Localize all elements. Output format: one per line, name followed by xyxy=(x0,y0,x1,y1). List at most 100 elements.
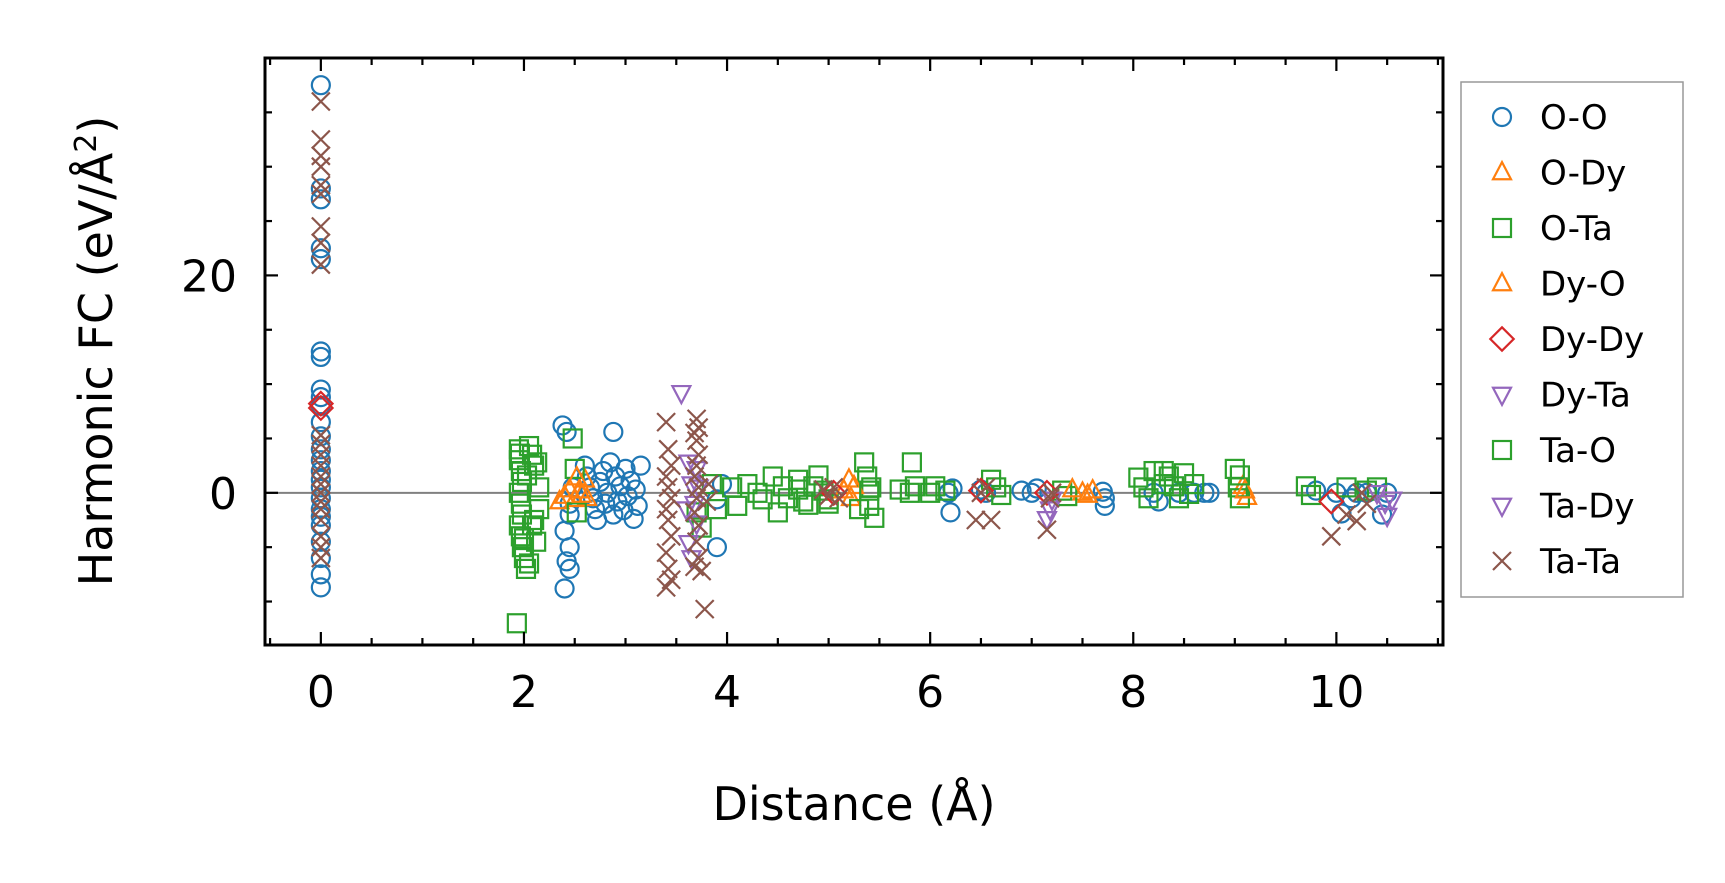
plot-frame xyxy=(263,56,1445,647)
data-point xyxy=(1346,482,1367,503)
legend-label: Ta-Dy xyxy=(1539,487,1635,527)
data-point xyxy=(1133,477,1154,498)
legend-item-Dy-O: Dy-O xyxy=(1491,265,1626,305)
data-point xyxy=(548,488,571,510)
legend: O-O O-Dy O-Ta Dy-O Dy-Dy Dy-Ta Ta-O Ta-Dy Ta-Ta xyxy=(1460,81,1684,598)
data-point xyxy=(823,477,844,498)
legend-item-Ta-O: Ta-O xyxy=(1491,431,1616,471)
legend-marker xyxy=(1491,386,1513,408)
x-tick-label: 8 xyxy=(1119,667,1147,718)
data-point xyxy=(658,559,678,579)
data-point xyxy=(1173,463,1195,484)
legend-marker xyxy=(1492,551,1512,571)
legend-marker xyxy=(1491,106,1513,128)
data-point xyxy=(311,474,331,494)
data-point xyxy=(1143,460,1164,482)
data-point xyxy=(307,390,335,417)
data-point xyxy=(571,482,593,503)
data-point xyxy=(1300,484,1322,506)
data-point xyxy=(311,184,331,204)
data-point xyxy=(515,558,537,580)
data-point xyxy=(310,477,331,498)
data-point xyxy=(310,178,331,199)
data-point xyxy=(684,466,705,487)
data-point xyxy=(1037,519,1057,540)
data-point xyxy=(508,515,529,536)
data-point xyxy=(854,452,875,473)
data-point xyxy=(828,488,849,509)
series-O-Ta xyxy=(506,428,1388,634)
data-point xyxy=(553,483,576,504)
data-point xyxy=(920,482,941,503)
data-point xyxy=(1163,476,1184,497)
y-axis-title-sup: 2 xyxy=(69,134,104,153)
data-point xyxy=(623,508,644,530)
data-point xyxy=(688,515,709,536)
data-point xyxy=(1366,484,1388,506)
data-point xyxy=(559,537,580,558)
x-tick-label: 0 xyxy=(307,667,335,718)
data-point xyxy=(311,91,331,112)
data-point xyxy=(656,412,676,432)
data-point xyxy=(967,477,995,504)
legend-item-Dy-Dy: Dy-Dy xyxy=(1488,320,1644,360)
data-point xyxy=(747,482,768,503)
data-point xyxy=(685,515,708,536)
data-point xyxy=(793,491,814,512)
data-point xyxy=(311,483,331,503)
x-tick-label: 2 xyxy=(510,667,538,718)
legend-label: O-Ta xyxy=(1540,209,1613,249)
y-tick-label: 0 xyxy=(209,469,237,520)
data-point xyxy=(940,502,961,523)
data-point xyxy=(554,578,575,599)
data-point xyxy=(706,499,728,520)
data-point xyxy=(656,577,676,598)
data-point xyxy=(311,425,331,445)
data-point xyxy=(562,428,583,449)
data-point xyxy=(788,469,809,490)
data-point xyxy=(1305,480,1327,501)
data-point xyxy=(310,238,331,259)
data-point xyxy=(901,452,922,473)
data-point xyxy=(899,482,920,503)
data-point xyxy=(1061,476,1084,498)
legend-item-O-Ta: O-Ta xyxy=(1491,209,1613,249)
data-point xyxy=(310,450,331,471)
data-point xyxy=(1321,526,1342,547)
data-point xyxy=(566,502,587,523)
series-Ta-O xyxy=(509,443,1250,549)
data-point xyxy=(1184,474,1205,495)
data-point xyxy=(1153,474,1174,495)
data-point xyxy=(1011,480,1032,501)
data-point xyxy=(556,421,577,443)
data-point xyxy=(524,509,545,531)
data-point xyxy=(684,423,705,443)
data-point xyxy=(694,599,715,619)
data-point xyxy=(603,504,624,525)
data-point xyxy=(310,577,331,598)
data-point xyxy=(904,476,926,497)
data-point xyxy=(559,558,580,580)
data-point xyxy=(529,499,550,520)
x-tick-label: 10 xyxy=(1308,667,1364,718)
legend-marker xyxy=(1491,497,1513,519)
data-point xyxy=(311,491,331,512)
data-point xyxy=(310,75,331,96)
data-point xyxy=(696,491,717,512)
data-point xyxy=(1381,491,1404,513)
data-point xyxy=(1153,460,1174,482)
data-point xyxy=(935,480,956,501)
legend-marker xyxy=(1491,270,1513,292)
data-point xyxy=(1081,477,1104,499)
legend-label: Dy-O xyxy=(1540,265,1626,305)
data-point xyxy=(848,499,870,520)
data-point xyxy=(691,561,712,581)
data-point xyxy=(661,526,681,547)
data-point xyxy=(625,479,646,500)
data-point xyxy=(310,379,331,400)
data-point xyxy=(574,455,595,476)
data-point xyxy=(861,477,882,498)
data-point xyxy=(310,412,331,433)
data-point xyxy=(311,233,331,253)
data-point xyxy=(752,489,773,510)
